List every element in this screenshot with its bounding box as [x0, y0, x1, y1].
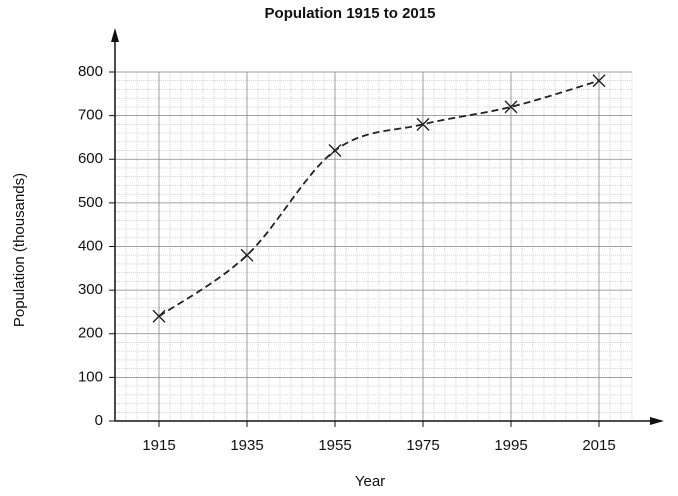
y-axis-label: Population (thousands) [11, 173, 28, 327]
y-tick-label: 200 [78, 325, 103, 342]
x-tick-label: 1975 [406, 437, 439, 454]
x-tick-label: 1935 [230, 437, 263, 454]
point-marker [240, 248, 254, 262]
series-line [158, 79, 600, 318]
y-tick-label: 700 [78, 107, 103, 124]
y-tick-label: 100 [78, 368, 103, 385]
x-axis-label: Year [355, 473, 385, 490]
point-marker [152, 309, 166, 323]
x-tick-label: 2015 [582, 437, 615, 454]
point-marker [328, 144, 342, 158]
x-tick-label: 1915 [142, 437, 175, 454]
point-marker [416, 117, 430, 131]
y-axis-arrow [111, 28, 119, 42]
x-axis-arrow [650, 417, 664, 425]
point-marker [504, 100, 518, 114]
chart-title: Population 1915 to 2015 [265, 5, 436, 22]
x-tick-label: 1995 [494, 437, 527, 454]
point-marker [592, 74, 606, 88]
y-tick-label: 600 [78, 150, 103, 167]
y-tick-label: 0 [95, 412, 103, 429]
x-tick-label: 1955 [318, 437, 351, 454]
y-tick-label: 400 [78, 237, 103, 254]
y-tick-label: 500 [78, 194, 103, 211]
y-tick-label: 300 [78, 281, 103, 298]
y-tick-label: 800 [78, 63, 103, 80]
